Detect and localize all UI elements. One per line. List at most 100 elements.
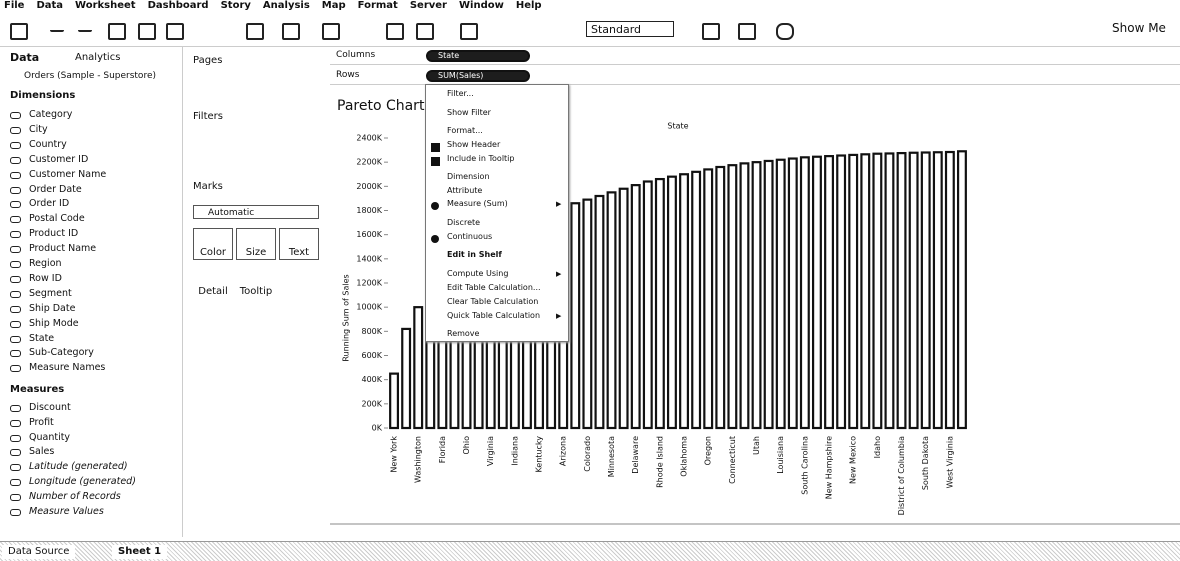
dimension-field[interactable]: Country	[29, 138, 67, 150]
presentation-button[interactable]	[738, 23, 756, 40]
new-sheet-button[interactable]	[166, 23, 184, 40]
menu-item[interactable]: Dimension	[447, 172, 490, 181]
mark-type-dropdown[interactable]: Automatic	[193, 205, 319, 219]
dimension-field[interactable]: Customer Name	[29, 168, 107, 180]
swap-button[interactable]	[282, 23, 300, 40]
dimension-field[interactable]: Ship Mode	[29, 317, 79, 329]
menu-item[interactable]: Edit in Shelf	[447, 250, 502, 259]
data-tab[interactable]: Data	[10, 51, 40, 64]
fit-dropdown[interactable]: Standard	[586, 21, 674, 37]
bar	[920, 151, 931, 430]
menu-item[interactable]: Show Header	[447, 140, 501, 149]
dimension-field[interactable]: Order ID	[29, 198, 70, 210]
x-tick-label: Utah	[752, 436, 761, 455]
measure-field[interactable]: Quantity	[29, 431, 71, 443]
menu-item[interactable]: Story	[220, 0, 251, 11]
x-tick-label: Louisiana	[776, 436, 785, 474]
context-menu: Filter... Show Filter Format... Show Header…	[425, 84, 569, 342]
menu-item[interactable]: Server	[409, 0, 447, 11]
x-tick-label: Oklahoma	[680, 436, 689, 477]
dimension-field[interactable]: Order Date	[29, 183, 82, 195]
menu-item[interactable]: Window	[459, 0, 504, 11]
sort-desc-button[interactable]	[416, 23, 434, 40]
menu-item[interactable]: Analysis	[262, 0, 310, 11]
x-tick-label: Ohio	[462, 436, 471, 455]
dimension-field[interactable]: Product Name	[29, 243, 97, 255]
state-pill[interactable]: State	[426, 50, 530, 62]
menu-item[interactable]: Dashboard	[147, 0, 209, 11]
y-axis-title: Running Sum of Sales	[342, 274, 351, 361]
save-button[interactable]	[108, 23, 126, 40]
bar	[618, 187, 629, 430]
menu-item[interactable]: Continuous	[447, 232, 493, 241]
field-icon	[10, 246, 21, 254]
menu-item[interactable]: Data	[36, 0, 64, 11]
menu-item[interactable]: File	[4, 0, 25, 11]
bar	[775, 158, 786, 430]
menu-item[interactable]: Attribute	[447, 186, 483, 195]
dimension-field[interactable]: City	[29, 123, 48, 135]
data-source-name[interactable]: Orders (Sample - Superstore)	[24, 71, 156, 81]
measure-field[interactable]: Measure Values	[29, 505, 104, 517]
menu-bar: File Data Worksheet Dashboard Story Analysis M…	[0, 0, 1180, 13]
highlight-button[interactable]	[460, 23, 478, 40]
chart-button[interactable]	[246, 23, 264, 40]
menu-item[interactable]: Include in Tooltip	[447, 154, 515, 163]
dimension-field[interactable]: Category	[29, 109, 73, 120]
mark-button[interactable]: Size	[236, 228, 276, 260]
mark-button[interactable]: Color	[193, 228, 233, 260]
field-icon	[10, 493, 21, 501]
mark-button[interactable]: Text	[279, 228, 319, 260]
measure-field[interactable]: Latitude (generated)	[29, 461, 128, 473]
sales-pill[interactable]: SUM(Sales)	[426, 70, 530, 82]
menu-item[interactable]: Quick Table Calculation	[447, 311, 541, 320]
data-source-tab[interactable]: Data Source	[2, 545, 76, 559]
dimension-field[interactable]: Postal Code	[29, 213, 85, 225]
measure-field[interactable]: Number of Records	[29, 490, 121, 502]
menu-item[interactable]: Edit Table Calculation...	[447, 283, 541, 292]
menu-item[interactable]: Filter...	[447, 89, 474, 98]
field-icon	[10, 261, 21, 268]
menu-item[interactable]: Map	[321, 0, 346, 11]
share-button[interactable]	[776, 23, 794, 40]
menu-item[interactable]: Format	[357, 0, 398, 11]
measure-field[interactable]: Profit	[29, 416, 54, 428]
measure-field[interactable]: Discount	[29, 402, 71, 413]
menu-item[interactable]: Worksheet	[75, 0, 136, 11]
mark-button[interactable]: Detail	[198, 286, 228, 297]
menu-item[interactable]: Measure (Sum)	[447, 199, 508, 208]
sort-asc-button[interactable]	[386, 23, 404, 40]
y-tick-label: 2200K	[356, 158, 382, 167]
tool-icon[interactable]	[10, 23, 28, 40]
menu-item[interactable]: Help	[515, 0, 542, 11]
sort-button[interactable]	[322, 23, 340, 40]
table-button[interactable]	[702, 23, 720, 40]
menu-item[interactable]: Show Filter	[447, 108, 491, 117]
measure-field[interactable]: Sales	[29, 446, 55, 458]
back-button[interactable]	[50, 23, 64, 32]
dimension-field[interactable]: Customer ID	[29, 153, 89, 165]
menu-item[interactable]: Compute Using	[447, 269, 509, 278]
menu-item[interactable]: Clear Table Calculation	[447, 297, 539, 306]
dimension-field[interactable]: Measure Names	[29, 362, 106, 374]
menu-item[interactable]: Format...	[447, 126, 483, 135]
dimension-field[interactable]: Sub-Category	[29, 347, 94, 359]
dimension-field[interactable]: Segment	[29, 287, 72, 299]
bar	[872, 152, 883, 430]
sheet-tab[interactable]: Sheet 1	[112, 545, 168, 559]
forward-button[interactable]	[78, 23, 92, 32]
show-me-button[interactable]: Show Me	[1112, 21, 1166, 35]
dimension-field[interactable]: Row ID	[29, 272, 62, 284]
measure-field[interactable]: Longitude (generated)	[29, 476, 136, 487]
analytics-tab[interactable]: Analytics	[75, 52, 121, 63]
dimension-field[interactable]: State	[29, 332, 55, 344]
mark-button[interactable]: Tooltip	[239, 286, 273, 297]
menu-item[interactable]: Discrete	[447, 218, 481, 227]
dimension-field[interactable]: Region	[29, 258, 62, 269]
dimension-field[interactable]: Product ID	[29, 228, 79, 240]
bar	[884, 152, 895, 430]
menu-item[interactable]: Remove	[447, 329, 480, 338]
dimension-field[interactable]: Ship Date	[29, 302, 76, 314]
new-data-button[interactable]	[138, 23, 156, 40]
